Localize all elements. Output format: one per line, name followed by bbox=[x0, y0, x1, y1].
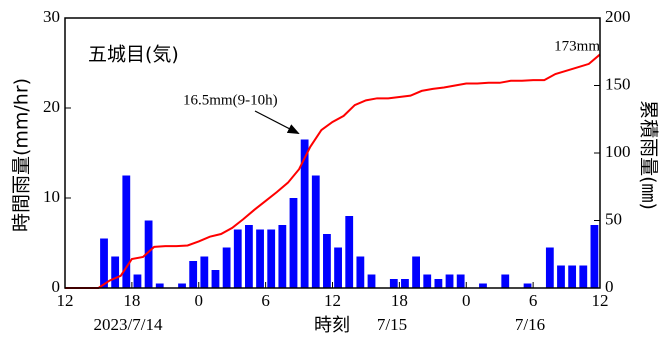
bar bbox=[523, 283, 532, 288]
date-label: 7/16 bbox=[515, 315, 545, 334]
y2-tick-label: 0 bbox=[605, 277, 614, 296]
bar bbox=[300, 139, 309, 288]
x-tick-label: 12 bbox=[592, 291, 609, 310]
bar bbox=[189, 261, 198, 288]
bar bbox=[579, 265, 588, 288]
y2-tick-label: 50 bbox=[605, 209, 622, 228]
y-tick-label: 0 bbox=[52, 277, 61, 296]
y-tick-label: 20 bbox=[43, 97, 60, 116]
x-tick-label: 0 bbox=[195, 291, 204, 310]
y-tick-label: 30 bbox=[43, 7, 60, 26]
annotation: 16.5mm(9-10h) bbox=[183, 92, 278, 108]
bar bbox=[267, 229, 276, 288]
bar bbox=[200, 256, 209, 288]
bar bbox=[144, 220, 153, 288]
y-axis-label: 時間雨量(mm/hr) bbox=[11, 78, 33, 232]
bar bbox=[233, 229, 242, 288]
annotation: 173mm bbox=[554, 38, 600, 54]
cumulative-line bbox=[65, 53, 601, 289]
bar bbox=[456, 274, 465, 288]
x-tick-label: 12 bbox=[57, 291, 74, 310]
bar bbox=[334, 247, 342, 288]
y2-tick-label: 200 bbox=[605, 7, 631, 26]
chart-title: 五城目(気) bbox=[88, 44, 179, 66]
x-tick-label: 6 bbox=[529, 291, 538, 310]
y2-tick-label: 100 bbox=[605, 142, 631, 161]
bar bbox=[111, 256, 120, 288]
bar bbox=[545, 247, 554, 288]
y2-axis-label: 累積雨量(㎜) bbox=[638, 100, 660, 210]
x-tick-label: 6 bbox=[261, 291, 270, 310]
annotation-arrow bbox=[254, 110, 300, 135]
bar bbox=[133, 274, 142, 288]
bar bbox=[289, 198, 298, 288]
x-tick-label: 18 bbox=[391, 291, 408, 310]
x-tick-label: 18 bbox=[123, 291, 140, 310]
bar bbox=[100, 238, 108, 288]
bar bbox=[367, 274, 376, 288]
y2-tick-label: 150 bbox=[605, 74, 631, 93]
bar bbox=[479, 283, 487, 288]
x-tick-label: 12 bbox=[324, 291, 341, 310]
bar bbox=[278, 225, 287, 288]
bar bbox=[568, 265, 577, 288]
bar bbox=[211, 270, 220, 288]
date-label: 7/15 bbox=[377, 315, 407, 334]
bar bbox=[401, 279, 409, 288]
x-tick-label: 0 bbox=[462, 291, 471, 310]
bar bbox=[356, 256, 365, 288]
bar bbox=[256, 229, 264, 288]
bar bbox=[345, 216, 354, 288]
y-tick-label: 10 bbox=[43, 187, 60, 206]
bar bbox=[557, 265, 565, 288]
bar bbox=[155, 283, 164, 288]
bar bbox=[389, 279, 398, 288]
bar bbox=[323, 234, 331, 288]
date-label: 2023/7/14 bbox=[94, 315, 163, 334]
bar bbox=[434, 279, 443, 288]
bar bbox=[122, 175, 131, 288]
bar bbox=[501, 274, 510, 288]
bar bbox=[445, 274, 454, 288]
bar bbox=[178, 283, 186, 288]
bar bbox=[245, 225, 253, 288]
bar bbox=[222, 247, 231, 288]
x-axis-label: 時刻 bbox=[314, 315, 350, 336]
bar bbox=[590, 225, 599, 288]
bar bbox=[423, 274, 432, 288]
bar bbox=[311, 175, 320, 288]
bar bbox=[412, 256, 420, 288]
